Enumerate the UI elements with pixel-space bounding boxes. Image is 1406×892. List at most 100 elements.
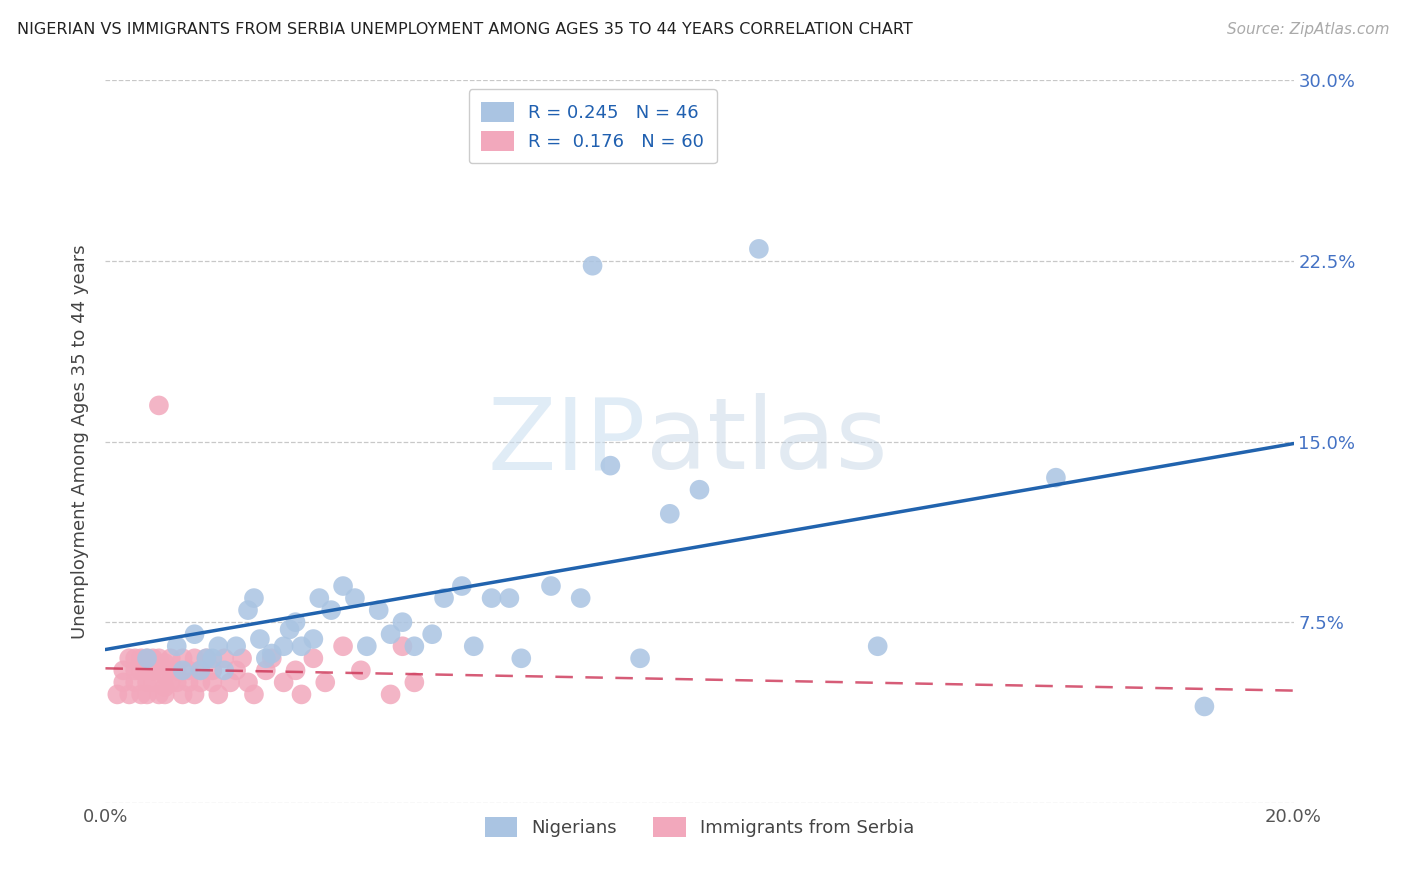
Point: [314, 675, 336, 690]
Point: [367, 603, 389, 617]
Point: [1045, 470, 1067, 484]
Point: [463, 639, 485, 653]
Point: [136, 651, 159, 665]
Point: [177, 664, 200, 678]
Point: [118, 687, 141, 701]
Point: [112, 675, 135, 690]
Point: [207, 639, 229, 653]
Point: [166, 675, 188, 690]
Point: [290, 687, 312, 701]
Point: [177, 675, 200, 690]
Point: [380, 687, 402, 701]
Point: [214, 664, 236, 678]
Point: [214, 651, 236, 665]
Point: [302, 632, 325, 646]
Point: [225, 639, 247, 653]
Point: [391, 639, 413, 653]
Point: [136, 664, 159, 678]
Point: [172, 651, 194, 665]
Point: [153, 680, 176, 694]
Y-axis label: Unemployment Among Ages 35 to 44 years: Unemployment Among Ages 35 to 44 years: [72, 244, 90, 639]
Point: [201, 664, 224, 678]
Point: [236, 603, 259, 617]
Point: [172, 664, 194, 678]
Point: [136, 687, 159, 701]
Point: [450, 579, 472, 593]
Point: [236, 675, 259, 690]
Point: [273, 675, 295, 690]
Point: [260, 647, 283, 661]
Point: [658, 507, 681, 521]
Point: [190, 664, 212, 678]
Point: [284, 615, 307, 630]
Point: [190, 675, 212, 690]
Point: [153, 656, 176, 670]
Point: [129, 651, 152, 665]
Point: [231, 651, 253, 665]
Point: [148, 398, 170, 412]
Point: [243, 687, 266, 701]
Point: [481, 126, 503, 140]
Legend: Nigerians, Immigrants from Serbia: Nigerians, Immigrants from Serbia: [477, 810, 922, 845]
Point: [540, 579, 562, 593]
Point: [498, 591, 520, 605]
Point: [183, 627, 205, 641]
Point: [433, 591, 456, 605]
Point: [581, 259, 603, 273]
Point: [321, 603, 343, 617]
Point: [380, 627, 402, 641]
Point: [159, 675, 181, 690]
Text: ZIP: ZIP: [488, 393, 645, 490]
Text: Source: ZipAtlas.com: Source: ZipAtlas.com: [1226, 22, 1389, 37]
Point: [278, 623, 301, 637]
Point: [190, 664, 212, 678]
Point: [391, 615, 413, 630]
Point: [201, 675, 224, 690]
Point: [105, 687, 128, 701]
Point: [124, 675, 146, 690]
Point: [284, 664, 307, 678]
Point: [148, 687, 170, 701]
Point: [689, 483, 711, 497]
Point: [136, 651, 159, 665]
Point: [243, 591, 266, 605]
Point: [136, 675, 159, 690]
Point: [254, 664, 277, 678]
Point: [201, 651, 224, 665]
Point: [159, 664, 181, 678]
Point: [195, 651, 218, 665]
Point: [142, 664, 165, 678]
Point: [148, 664, 170, 678]
Point: [142, 651, 165, 665]
Point: [343, 591, 366, 605]
Text: NIGERIAN VS IMMIGRANTS FROM SERBIA UNEMPLOYMENT AMONG AGES 35 TO 44 YEARS CORREL: NIGERIAN VS IMMIGRANTS FROM SERBIA UNEMP…: [17, 22, 912, 37]
Point: [183, 651, 205, 665]
Point: [332, 579, 354, 593]
Point: [866, 639, 889, 653]
Point: [183, 687, 205, 701]
Point: [260, 651, 283, 665]
Point: [420, 627, 443, 641]
Point: [302, 651, 325, 665]
Point: [172, 687, 194, 701]
Point: [124, 651, 146, 665]
Point: [748, 242, 770, 256]
Point: [308, 591, 330, 605]
Point: [1194, 699, 1216, 714]
Point: [129, 687, 152, 701]
Text: atlas: atlas: [645, 393, 887, 490]
Point: [350, 664, 373, 678]
Point: [148, 651, 170, 665]
Point: [569, 591, 592, 605]
Point: [207, 687, 229, 701]
Point: [166, 639, 188, 653]
Point: [273, 639, 295, 653]
Point: [290, 639, 312, 653]
Point: [404, 639, 426, 653]
Point: [481, 591, 503, 605]
Point: [628, 651, 651, 665]
Point: [159, 651, 181, 665]
Point: [356, 639, 378, 653]
Point: [129, 664, 152, 678]
Point: [510, 651, 533, 665]
